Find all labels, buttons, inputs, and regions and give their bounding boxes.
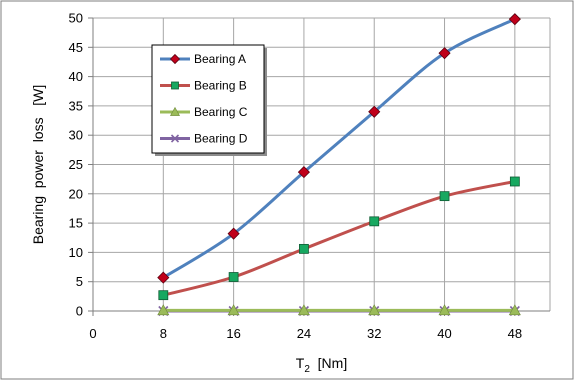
y-tick-label-25: 25: [69, 157, 83, 172]
legend-box: [151, 44, 265, 154]
y-tick-label-20: 20: [69, 186, 83, 201]
series-line-bearing-b: [162, 180, 516, 297]
point-bearing-a-24: [297, 166, 310, 179]
legend-label-bearing-b: Bearing B: [194, 79, 247, 93]
x-tick-label-16: 16: [226, 326, 240, 341]
point-bearing-c-48: [508, 304, 521, 316]
point-bearing-c-32: [368, 304, 381, 316]
x-tick-label-24: 24: [297, 326, 311, 341]
point-bearing-c-8: [157, 304, 170, 316]
series-group: [157, 13, 521, 317]
legend-marker-bearing-b: [171, 81, 179, 90]
y-tick-label-5: 5: [76, 274, 83, 289]
y-tick-label-35: 35: [69, 98, 83, 113]
legend-marker-bearing-d-b: [170, 134, 180, 143]
x-axis-title-subscript: 2: [304, 364, 310, 375]
legend-label-bearing-d: Bearing D: [194, 132, 248, 146]
point-bearing-b-16: [228, 272, 239, 282]
point-bearing-b-32: [369, 216, 380, 227]
y-axis-title: Bearing power loss [W]: [30, 85, 46, 245]
series-bearing-b: [158, 176, 520, 301]
legend-marker-bearing-c: [169, 106, 181, 116]
x-tick-label-32: 32: [367, 326, 381, 341]
legend-marker-bearing-d: [170, 134, 180, 143]
y-tick-label-45: 45: [69, 40, 83, 55]
axes: 0 5 10 15 20 25 30 35 40 45 50 0 8 16 24 32 40 48: [69, 11, 550, 341]
series-bearing-c: [157, 304, 521, 316]
legend-marker-bearing-a: [169, 53, 181, 65]
point-bearing-b-48: [509, 176, 520, 187]
point-bearing-a-8: [157, 271, 170, 284]
point-bearing-c-16: [227, 304, 240, 316]
point-bearing-a-32: [368, 105, 381, 118]
x-tick-label-0: 0: [89, 326, 96, 341]
point-bearing-b-8: [158, 290, 169, 301]
x-tick-label-40: 40: [437, 326, 451, 341]
y-tick-label-0: 0: [76, 304, 83, 319]
point-bearing-a-16: [227, 227, 240, 240]
x-axis-title-unit: [Nm]: [310, 355, 347, 371]
legend: Bearing A Bearing B Bearing C Bearing D: [151, 44, 267, 156]
y-tick-label-10: 10: [69, 245, 83, 260]
point-bearing-a-48: [508, 13, 521, 26]
legend-label-bearing-c: Bearing C: [194, 105, 248, 119]
y-tick-label-15: 15: [69, 216, 83, 231]
y-tick-label-30: 30: [69, 128, 83, 143]
x-axis-title: T2 [Nm]: [296, 355, 347, 375]
y-tick-label-50: 50: [69, 11, 83, 26]
point-bearing-b-24: [299, 243, 309, 254]
x-tick-label-48: 48: [508, 326, 522, 341]
x-tick-label-8: 8: [160, 326, 167, 341]
point-bearing-c-40: [438, 304, 451, 316]
point-bearing-b-40: [439, 191, 450, 202]
point-bearing-a-40: [438, 47, 451, 60]
y-tick-label-40: 40: [69, 69, 83, 84]
x-axis-title-main: T: [296, 355, 305, 371]
series-bearing-a: [157, 13, 521, 284]
legend-label-bearing-a: Bearing A: [194, 52, 246, 66]
point-bearing-c-24: [297, 304, 310, 316]
